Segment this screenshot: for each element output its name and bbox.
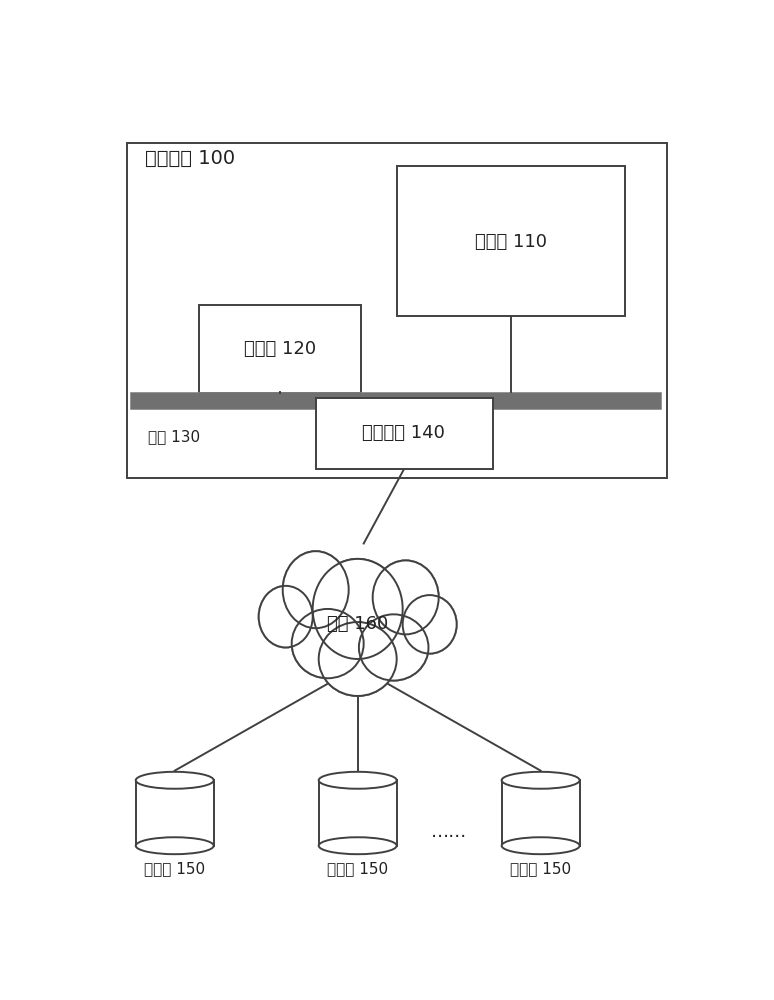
Text: 数据库 150: 数据库 150 [144, 861, 205, 876]
Text: 数据库 150: 数据库 150 [327, 861, 389, 876]
Text: ……: …… [431, 823, 467, 841]
Bar [316, 398, 492, 469]
Bar [199, 305, 361, 393]
Text: 网络 160: 网络 160 [327, 615, 389, 633]
Text: 总线 130: 总线 130 [148, 430, 200, 445]
Bar [127, 143, 666, 478]
Ellipse shape [292, 609, 364, 678]
Bar [502, 780, 580, 846]
Ellipse shape [259, 586, 313, 647]
Ellipse shape [403, 596, 456, 653]
Ellipse shape [502, 772, 580, 789]
Ellipse shape [135, 772, 214, 789]
Text: 接入设备 140: 接入设备 140 [362, 424, 445, 442]
Ellipse shape [402, 595, 457, 654]
Ellipse shape [259, 586, 312, 647]
Bar [319, 780, 397, 846]
Ellipse shape [360, 615, 428, 680]
Ellipse shape [313, 560, 402, 658]
Text: 数据库 150: 数据库 150 [510, 861, 571, 876]
Text: 计算设备 100: 计算设备 100 [145, 148, 235, 167]
Bar [397, 166, 625, 316]
Ellipse shape [373, 560, 439, 634]
Bar [135, 780, 214, 846]
Ellipse shape [135, 837, 214, 854]
Ellipse shape [359, 614, 429, 681]
Ellipse shape [319, 622, 397, 696]
Ellipse shape [502, 837, 580, 854]
Ellipse shape [373, 561, 438, 634]
Ellipse shape [313, 559, 402, 659]
Ellipse shape [319, 772, 397, 789]
Ellipse shape [319, 837, 397, 854]
Ellipse shape [283, 552, 348, 627]
Ellipse shape [320, 623, 396, 695]
Text: 处理器 120: 处理器 120 [244, 340, 316, 358]
Text: 存储器 110: 存储器 110 [474, 233, 546, 251]
Bar [130, 392, 661, 409]
Ellipse shape [293, 610, 363, 678]
Ellipse shape [283, 551, 348, 628]
